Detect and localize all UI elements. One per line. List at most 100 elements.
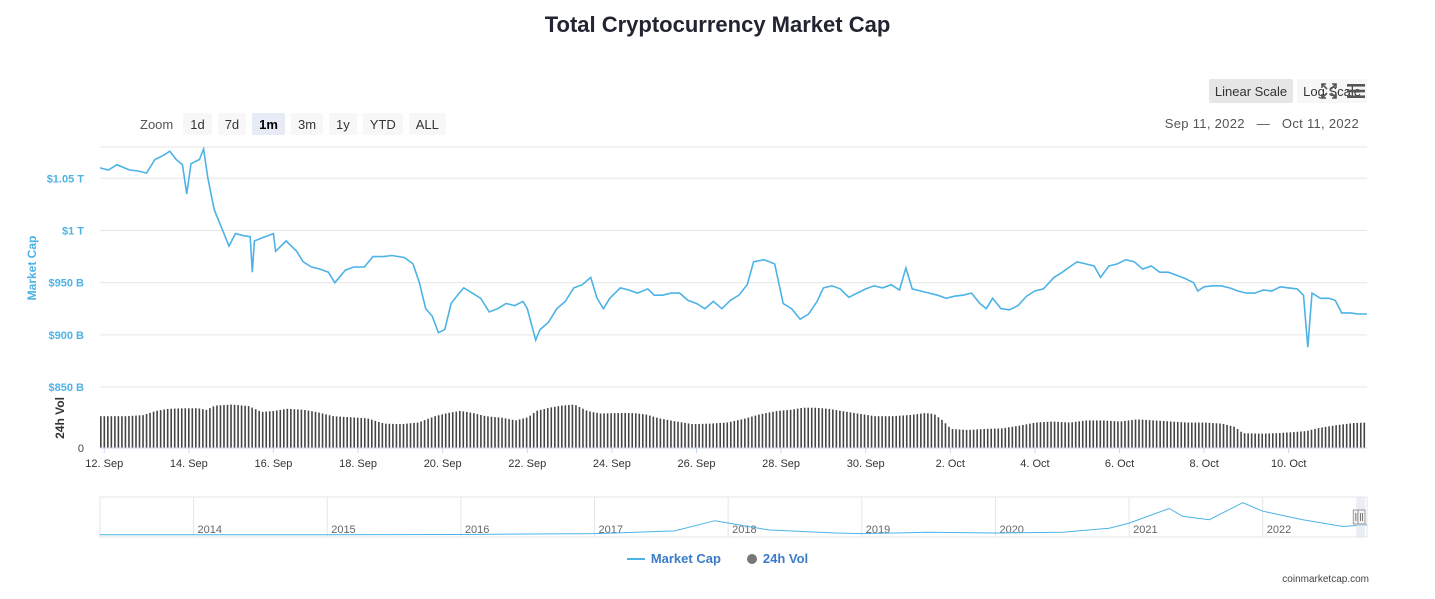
volume-bar — [649, 415, 651, 448]
volume-bars — [100, 404, 1366, 448]
volume-bar — [758, 414, 760, 448]
volume-bar — [191, 408, 194, 448]
y-tick-label: $850 B — [49, 382, 85, 394]
volume-bar — [1057, 421, 1059, 448]
zoom-7d-button[interactable]: 7d — [217, 113, 247, 135]
volume-bar — [747, 417, 750, 448]
volume-bar — [1015, 426, 1017, 448]
zoom-1m-button[interactable]: 1m — [252, 113, 285, 135]
volume-bar — [779, 410, 781, 448]
date-range-separator: — — [1256, 116, 1270, 131]
volume-bar — [156, 410, 158, 448]
volume-bar — [722, 422, 725, 448]
volume-bar — [599, 413, 602, 448]
volume-bar — [796, 408, 799, 448]
volume-bar — [761, 413, 764, 448]
volume-bar — [427, 418, 429, 448]
volume-bar — [1124, 420, 1126, 448]
zoom-all-button[interactable]: ALL — [408, 113, 446, 135]
volume-bar — [1271, 433, 1274, 448]
volume-bar — [986, 428, 989, 448]
volume-bar — [1303, 431, 1306, 448]
volume-bar — [1152, 420, 1154, 448]
volume-bar — [216, 405, 218, 448]
volume-bar — [677, 421, 679, 448]
market-cap-line — [99, 146, 1367, 348]
volume-bar — [1004, 427, 1007, 448]
volume-bar — [958, 429, 961, 448]
volume-bar — [1117, 421, 1119, 448]
legend-market-cap[interactable]: Market Cap — [626, 551, 721, 566]
zoom-1d-button[interactable]: 1d — [183, 113, 212, 135]
volume-bar — [1141, 419, 1144, 448]
linear-scale-button[interactable]: Linear Scale — [1208, 79, 1294, 103]
x-tick-label: 10. Oct — [1271, 458, 1306, 470]
volume-bar — [356, 417, 359, 448]
volume-bar — [1282, 432, 1285, 448]
volume-bar — [701, 423, 704, 448]
volume-bar — [1092, 420, 1095, 448]
volume-bar — [385, 423, 387, 448]
volume-bar — [187, 408, 190, 448]
date-range-from[interactable]: Sep 11, 2022 — [1164, 116, 1245, 131]
volume-bar — [328, 415, 331, 448]
volume-bar — [142, 415, 144, 448]
date-range-to[interactable]: Oct 11, 2022 — [1281, 116, 1359, 131]
legend: Market Cap 24h Vol — [0, 551, 1435, 566]
zoom-ytd-button[interactable]: YTD — [362, 113, 403, 135]
volume-bar — [487, 416, 489, 448]
volume-bar — [1222, 424, 1225, 448]
date-range: Sep 11, 2022 — Oct 11, 2022 — [1161, 116, 1363, 131]
volume-bar — [1169, 421, 1172, 448]
volume-bar — [458, 411, 461, 448]
volume-bar — [180, 408, 183, 448]
volume-bar — [392, 423, 394, 448]
volume-bar — [624, 413, 626, 448]
volume-bar — [1050, 421, 1052, 448]
volume-bar — [325, 414, 327, 448]
volume-bar — [782, 410, 785, 448]
zoom-1y-button[interactable]: 1y — [329, 113, 357, 135]
volume-bar — [1008, 427, 1010, 448]
volume-bar — [420, 421, 422, 448]
zoom-label: Zoom — [140, 116, 174, 132]
volume-bar — [1064, 422, 1066, 448]
volume-bar — [1198, 422, 1200, 448]
legend-market-cap-label: Market Cap — [650, 551, 721, 566]
navigator-frame — [99, 496, 1368, 538]
navigator-handle — [1357, 509, 1366, 525]
volume-bar — [1208, 422, 1211, 448]
volume-bar — [800, 408, 802, 448]
fullscreen-icon[interactable] — [1318, 80, 1340, 102]
x-tick-label: 14. Sep — [170, 458, 208, 470]
volume-bar — [909, 414, 912, 448]
volume-bar — [198, 408, 201, 448]
hamburger-menu-icon[interactable] — [1345, 80, 1367, 102]
volume-bar — [177, 408, 180, 448]
volume-bar — [592, 412, 595, 448]
volume-bar — [729, 421, 732, 448]
volume-bar — [1127, 420, 1130, 448]
volume-bar — [152, 411, 155, 448]
volume-bar — [1250, 433, 1253, 448]
volume-bar — [744, 418, 746, 448]
volume-bar — [441, 414, 443, 448]
zoom-3m-button[interactable]: 3m — [290, 113, 324, 135]
volume-bar — [363, 418, 366, 448]
volume-bar — [944, 423, 947, 448]
legend-volume[interactable]: 24h Vol — [746, 551, 808, 566]
volume-bar — [100, 416, 102, 448]
volume-bar — [680, 422, 683, 448]
volume-bar — [687, 423, 690, 448]
volume-bar — [976, 429, 978, 448]
volume-bar — [627, 413, 630, 448]
volume-bar — [131, 415, 134, 448]
volume-bar — [768, 412, 771, 448]
volume-bar — [1106, 420, 1109, 448]
volume-bar — [184, 408, 187, 448]
volume-bar — [898, 415, 901, 448]
source-credit[interactable]: coinmarketcap.com — [1282, 574, 1369, 585]
volume-bar — [835, 410, 838, 448]
volume-bar — [1236, 429, 1239, 448]
